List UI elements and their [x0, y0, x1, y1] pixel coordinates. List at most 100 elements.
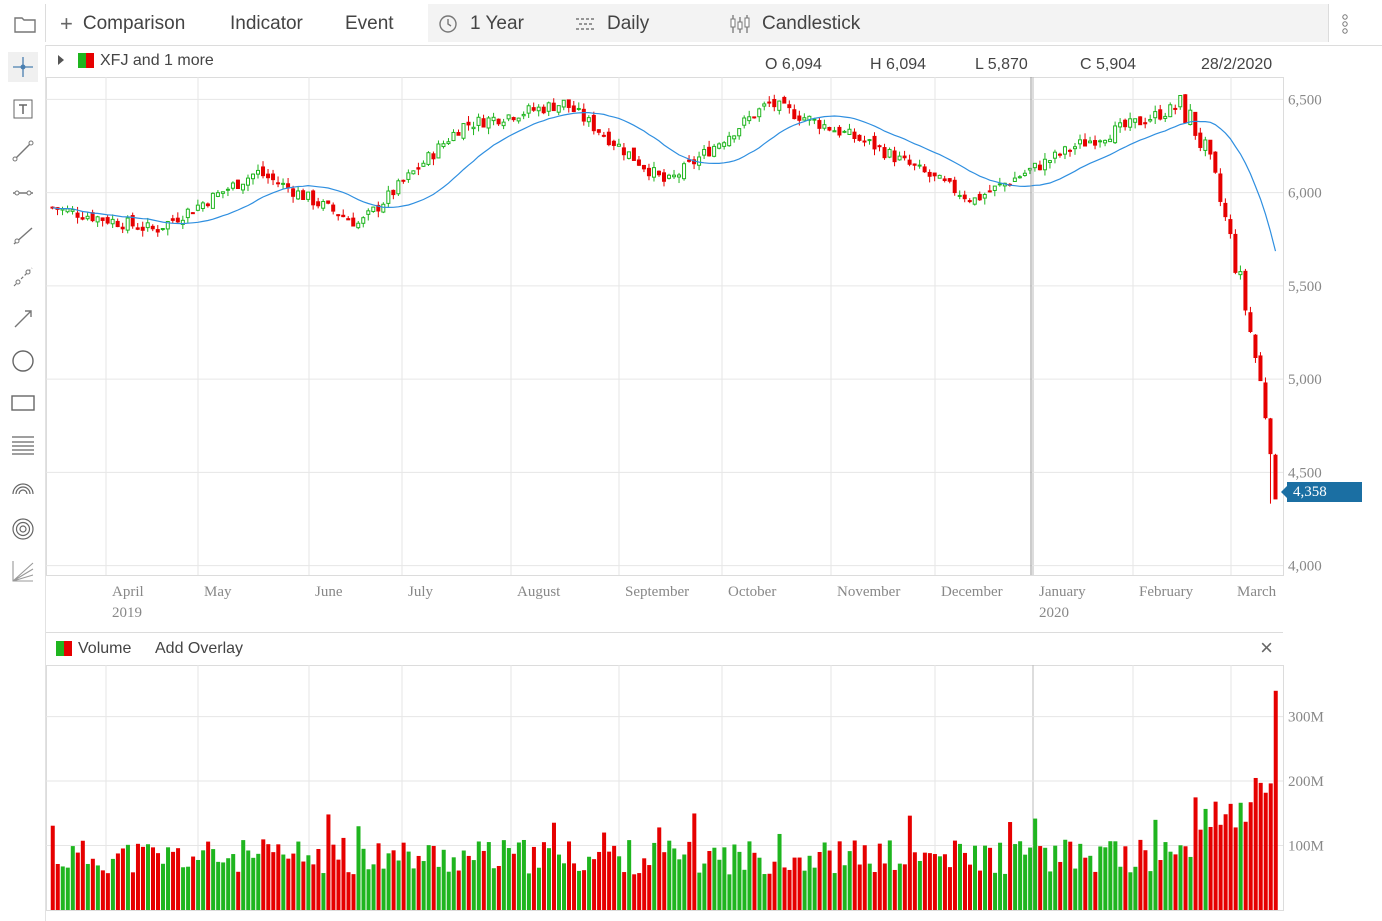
volume-bar: [221, 862, 226, 910]
volume-bar: [1268, 783, 1273, 910]
candle-body: [1088, 140, 1093, 144]
line-tool[interactable]: [8, 136, 38, 166]
volume-panel-header: Volume Add Overlay ×: [46, 632, 1283, 666]
volume-bar: [516, 842, 521, 910]
candle: [702, 144, 707, 160]
indicator-button[interactable]: Indicator: [230, 0, 303, 45]
candle-body: [576, 107, 581, 110]
candle: [80, 211, 85, 221]
candle-body: [556, 105, 561, 113]
volume-bar: [1073, 868, 1078, 910]
channel-tool[interactable]: [8, 262, 38, 292]
fibonacci-tool[interactable]: [8, 430, 38, 460]
rectangle-tool[interactable]: [8, 388, 38, 418]
candle: [897, 151, 902, 161]
volume-bar: [973, 845, 978, 910]
event-button[interactable]: Event: [345, 0, 394, 45]
candle: [1173, 104, 1178, 115]
crosshair-tool[interactable]: [8, 52, 38, 82]
period-button[interactable]: 1 Year: [438, 0, 524, 45]
candle-body: [1148, 119, 1153, 122]
candle: [130, 212, 135, 229]
add-overlay-button[interactable]: Add Overlay: [155, 640, 244, 657]
candle: [230, 181, 235, 191]
candle-body: [240, 183, 245, 191]
candle: [636, 155, 641, 167]
volume-bar: [135, 843, 140, 910]
arc-tool[interactable]: [8, 472, 38, 502]
candle: [481, 114, 486, 128]
candle: [276, 176, 281, 188]
candle: [1258, 352, 1263, 382]
price-tick-label: 6,500: [1288, 92, 1322, 108]
volume-label[interactable]: Volume: [78, 640, 132, 657]
candle: [351, 212, 356, 227]
candle: [937, 174, 942, 179]
price-chart[interactable]: 6,500 6,000 5,500 5,000 4,500 4,000 April May Ju…: [46, 77, 1336, 632]
candle: [697, 151, 702, 171]
price-tick-label: 5,000: [1288, 372, 1322, 388]
candle-body: [902, 155, 907, 159]
candle: [907, 154, 912, 167]
horizontal-line-tool[interactable]: [8, 178, 38, 208]
volume-bar: [226, 858, 231, 910]
volume-bar: [1143, 850, 1148, 910]
candle: [1103, 139, 1108, 147]
price-tick-label: 4,500: [1288, 465, 1322, 481]
folder-button[interactable]: [14, 0, 36, 45]
series-name[interactable]: XFJ and 1 more: [100, 52, 214, 69]
comparison-button[interactable]: + Comparison: [60, 0, 185, 45]
spiral-tool[interactable]: [8, 514, 38, 544]
candle-body: [1173, 107, 1178, 110]
chart-type-button[interactable]: Candlestick: [728, 0, 860, 45]
candle: [316, 197, 321, 209]
candle: [571, 100, 576, 113]
volume-bar: [406, 851, 411, 910]
candle-body: [1258, 355, 1263, 382]
candle: [892, 146, 897, 167]
volume-bar: [777, 833, 782, 910]
candle: [281, 178, 286, 190]
more-options-button[interactable]: [1340, 0, 1350, 45]
candle-body: [245, 177, 250, 186]
candle: [857, 134, 862, 142]
volume-bar: [346, 872, 351, 910]
circle-icon: [12, 350, 34, 372]
volume-bar: [1083, 857, 1088, 910]
candle-body: [1243, 270, 1248, 311]
volume-bar: [1063, 839, 1068, 910]
month-label: July: [408, 584, 434, 600]
volume-bar: [757, 857, 762, 910]
candle-body: [591, 114, 596, 132]
series-color-icon: [78, 53, 94, 68]
candle: [621, 143, 626, 161]
volume-bar: [687, 841, 692, 910]
circle-tool[interactable]: [8, 346, 38, 376]
text-tool[interactable]: [8, 94, 38, 124]
interval-button[interactable]: Daily: [575, 0, 649, 45]
candle-body: [817, 120, 822, 129]
candle-body: [1093, 140, 1098, 146]
candle-body: [1233, 233, 1238, 273]
volume-bar: [998, 842, 1003, 910]
volume-bar: [1103, 847, 1108, 910]
fan-tool[interactable]: [8, 556, 38, 586]
volume-bar: [802, 870, 807, 910]
close-icon[interactable]: ×: [1260, 635, 1273, 660]
candle-body: [416, 167, 421, 170]
candle: [271, 169, 276, 186]
month-label: January: [1039, 584, 1086, 600]
volume-bar: [421, 861, 426, 910]
volume-bar: [90, 858, 95, 910]
volume-bar: [366, 869, 371, 910]
arrow-tool[interactable]: [8, 304, 38, 334]
candle: [361, 216, 366, 228]
volume-chart[interactable]: 300M 200M 100M: [46, 665, 1336, 913]
candle: [471, 121, 476, 136]
ray-tool[interactable]: [8, 220, 38, 250]
candle: [1268, 417, 1273, 504]
expand-triangle-icon[interactable]: [58, 55, 64, 65]
volume-bar: [436, 866, 441, 910]
volume-bar: [70, 846, 75, 910]
month-label: May: [204, 584, 232, 600]
